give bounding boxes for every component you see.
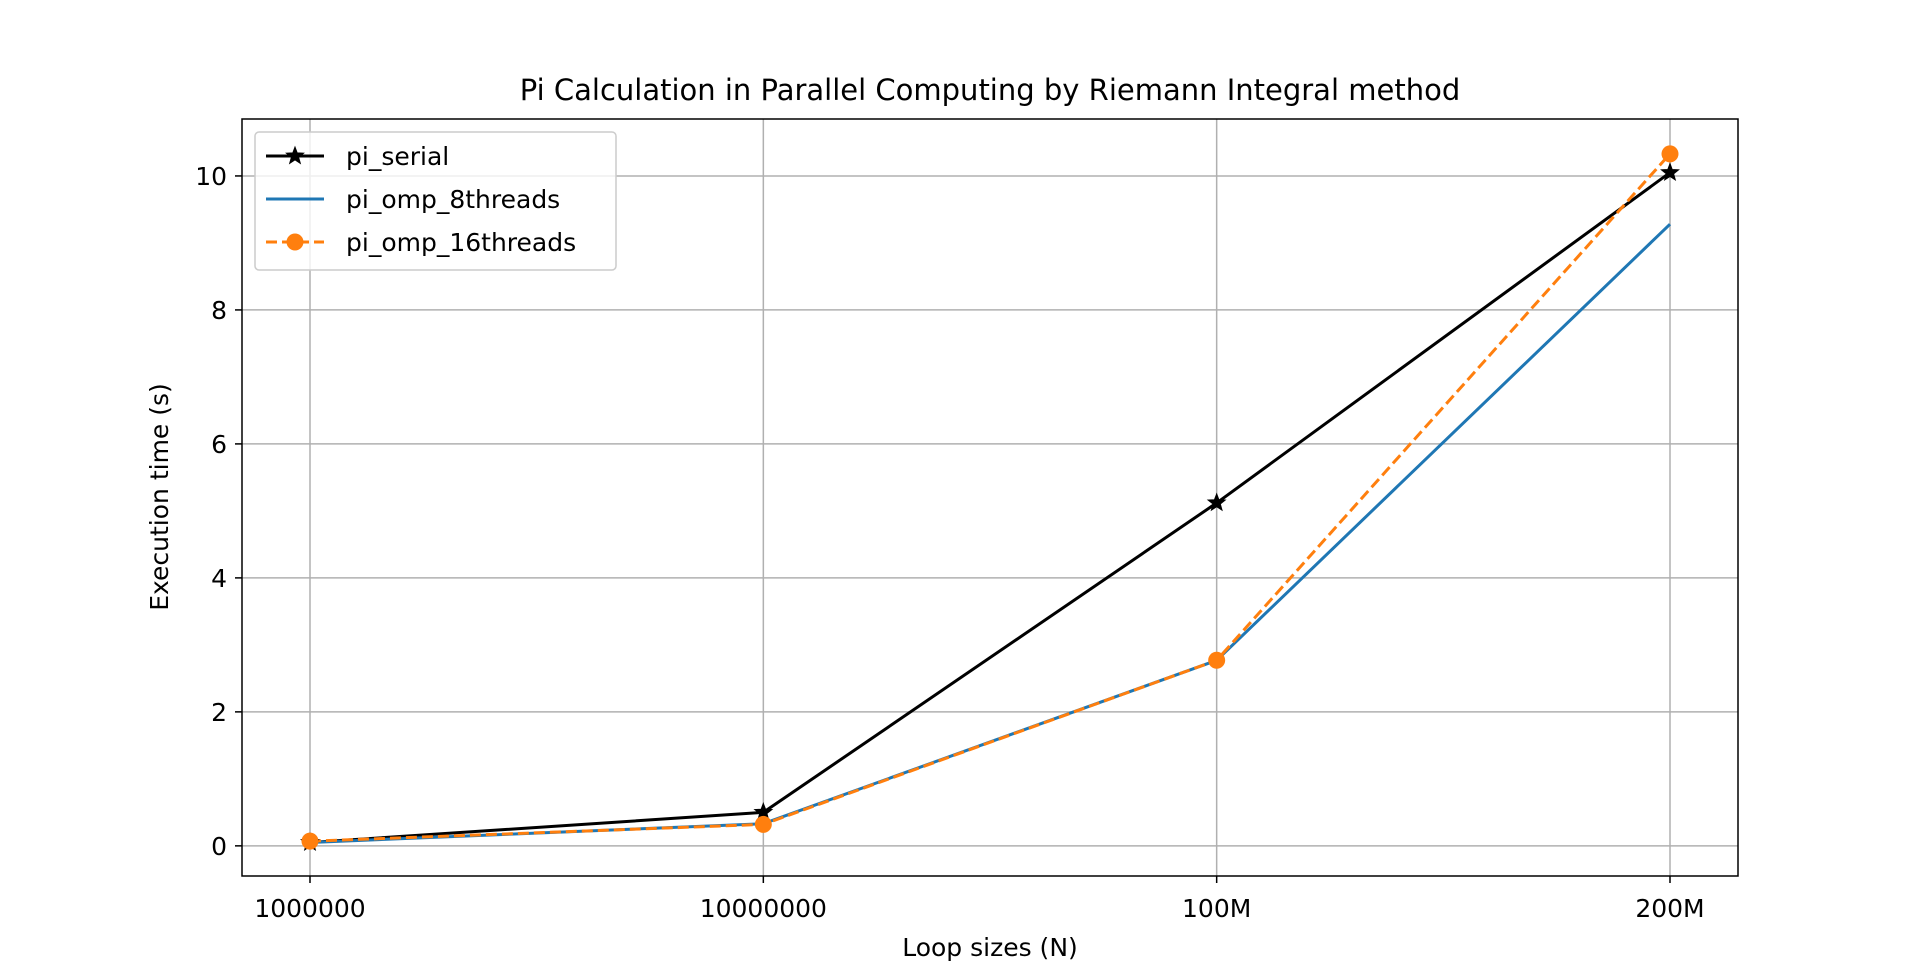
data-point-pi_omp_16threads (754, 815, 772, 833)
y-tick-label: 2 (211, 698, 227, 727)
chart-title: Pi Calculation in Parallel Computing by … (520, 73, 1460, 107)
legend-swatch-marker (285, 145, 305, 165)
x-tick-label: 200M (1635, 894, 1704, 923)
y-tick-label: 10 (195, 162, 227, 191)
data-point-pi_serial (1206, 492, 1227, 512)
y-axis-label: Execution time (s) (145, 383, 174, 611)
axis-ticks: 1000000 10000000 100M 200M 0 2 4 6 8 10 (195, 162, 1704, 923)
x-axis-label: Loop sizes (N) (902, 933, 1078, 962)
series-line-pi_omp_16threads (309, 152, 1672, 843)
series-markers (300, 145, 1680, 851)
legend: pi_serial pi_omp_8threads pi_omp_16threads (254, 131, 617, 271)
data-point-pi_serial (1660, 162, 1680, 182)
x-tick-label: 1000000 (254, 894, 365, 923)
data-point-pi_omp_16threads (1661, 145, 1679, 163)
x-tick-label: 100M (1182, 894, 1251, 923)
legend-entry-label: pi_serial (346, 142, 449, 171)
data-point-pi_omp_16threads (1208, 651, 1226, 669)
plot-frame (241, 118, 1739, 877)
x-tick-label: 10000000 (700, 894, 827, 923)
y-tick-label: 6 (211, 430, 227, 459)
series-line-pi_serial (309, 171, 1671, 844)
series-lines (309, 152, 1672, 844)
data-point-pi_omp_16threads (301, 832, 319, 850)
y-tick-label: 0 (211, 832, 227, 861)
legend-entry-label: pi_omp_8threads (346, 185, 560, 214)
legend-box (254, 131, 617, 271)
legend-entry-label: pi_omp_16threads (346, 228, 576, 257)
y-tick-label: 8 (211, 296, 227, 325)
legend-swatch-marker (286, 233, 304, 251)
y-tick-label: 4 (211, 564, 227, 593)
